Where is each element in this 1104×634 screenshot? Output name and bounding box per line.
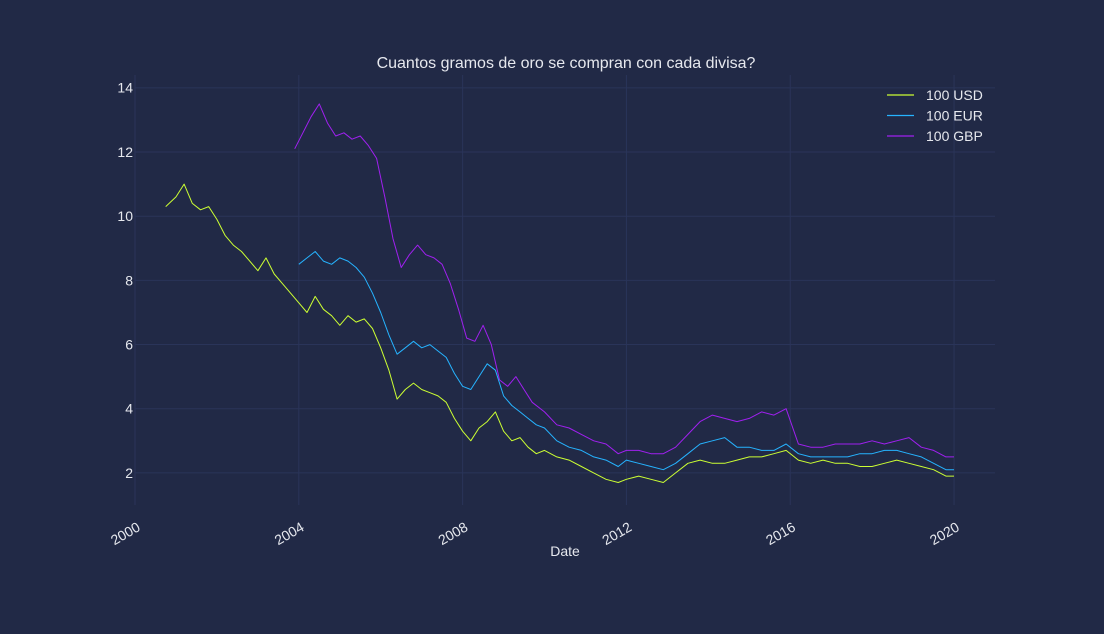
y-tick-label: 12 <box>117 144 133 160</box>
legend: 100 USD 100 EUR 100 GBP <box>887 87 983 144</box>
y-tick-label: 6 <box>125 336 133 352</box>
grid <box>134 75 995 505</box>
x-axis-label: Date <box>550 543 580 559</box>
plot-area <box>165 103 954 483</box>
legend-label: 100 USD <box>926 87 983 103</box>
y-axis: 2 4 6 8 10 12 14 <box>117 80 133 481</box>
legend-label: 100 EUR <box>926 107 983 123</box>
y-tick-label: 2 <box>125 465 133 481</box>
y-tick-label: 14 <box>117 80 133 96</box>
y-tick-label: 10 <box>117 208 133 224</box>
series-line <box>294 103 954 458</box>
chart-title: Cuantos gramos de oro se compran con cad… <box>377 55 756 72</box>
series-line <box>165 183 954 483</box>
series-line <box>298 251 954 471</box>
y-tick-label: 4 <box>125 401 133 417</box>
y-tick-label: 8 <box>125 272 133 288</box>
legend-label: 100 GBP <box>926 128 983 144</box>
